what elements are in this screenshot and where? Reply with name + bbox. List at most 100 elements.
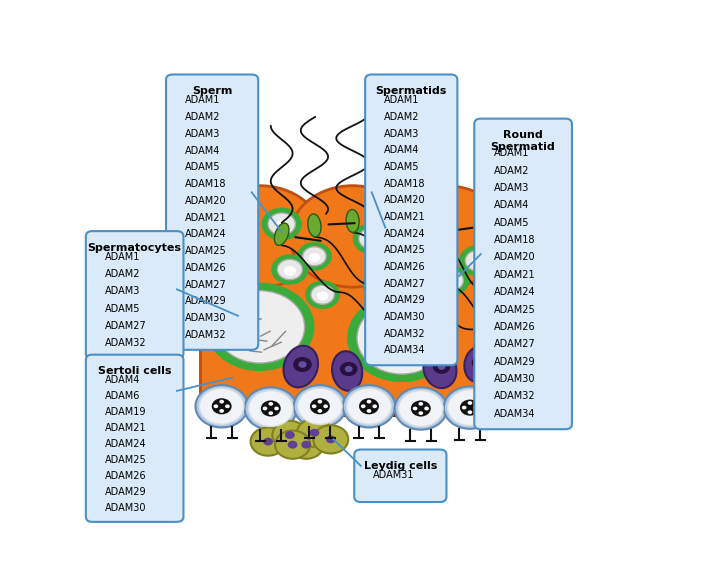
Text: Spermatids: Spermatids xyxy=(375,86,447,96)
Circle shape xyxy=(301,441,311,449)
Circle shape xyxy=(306,281,339,308)
Circle shape xyxy=(411,401,431,417)
Circle shape xyxy=(368,276,391,295)
FancyBboxPatch shape xyxy=(200,237,500,413)
Text: ADAM20: ADAM20 xyxy=(494,253,535,262)
Text: ADAM32: ADAM32 xyxy=(184,330,226,340)
Text: ADAM21: ADAM21 xyxy=(184,213,226,222)
Text: Sertoli cells: Sertoli cells xyxy=(98,366,171,376)
Text: ADAM30: ADAM30 xyxy=(105,503,146,513)
Text: ADAM30: ADAM30 xyxy=(384,312,425,322)
Circle shape xyxy=(445,277,457,287)
Ellipse shape xyxy=(346,210,359,233)
Circle shape xyxy=(434,266,468,295)
Ellipse shape xyxy=(379,214,392,237)
Text: ADAM25: ADAM25 xyxy=(105,455,147,465)
FancyBboxPatch shape xyxy=(354,450,446,502)
Text: ADAM21: ADAM21 xyxy=(384,212,425,222)
Circle shape xyxy=(294,385,346,427)
Ellipse shape xyxy=(290,186,415,287)
Ellipse shape xyxy=(465,347,492,382)
Circle shape xyxy=(467,401,472,405)
Circle shape xyxy=(323,405,328,408)
Circle shape xyxy=(433,360,450,374)
Text: Sperm: Sperm xyxy=(192,86,232,96)
Text: ADAM3: ADAM3 xyxy=(184,129,220,139)
Text: ADAM27: ADAM27 xyxy=(105,321,147,331)
Text: ADAM18: ADAM18 xyxy=(184,179,226,189)
Text: Spermatocytes: Spermatocytes xyxy=(88,242,182,253)
Circle shape xyxy=(289,430,324,459)
Circle shape xyxy=(244,387,297,430)
Text: ADAM4: ADAM4 xyxy=(494,201,529,210)
Circle shape xyxy=(439,270,463,291)
FancyBboxPatch shape xyxy=(86,231,184,359)
FancyBboxPatch shape xyxy=(86,355,184,522)
Text: ADAM31: ADAM31 xyxy=(372,470,414,480)
Circle shape xyxy=(298,243,331,269)
Circle shape xyxy=(359,398,379,414)
Circle shape xyxy=(317,291,328,301)
Bar xyxy=(200,406,500,411)
Circle shape xyxy=(462,406,467,410)
Circle shape xyxy=(275,220,289,231)
Circle shape xyxy=(318,409,322,413)
Circle shape xyxy=(272,421,308,449)
Text: ADAM3: ADAM3 xyxy=(494,183,529,193)
Ellipse shape xyxy=(275,223,289,245)
Circle shape xyxy=(465,250,491,271)
Circle shape xyxy=(288,441,298,449)
Text: ADAM18: ADAM18 xyxy=(384,179,425,189)
Text: ADAM27: ADAM27 xyxy=(184,280,226,290)
Circle shape xyxy=(413,227,451,258)
Text: ADAM32: ADAM32 xyxy=(105,338,146,348)
Circle shape xyxy=(313,425,348,453)
Ellipse shape xyxy=(332,351,363,391)
Circle shape xyxy=(418,402,423,406)
Text: ADAM2: ADAM2 xyxy=(105,269,141,279)
Circle shape xyxy=(347,294,456,382)
Text: ADAM24: ADAM24 xyxy=(184,229,226,240)
Text: ADAM24: ADAM24 xyxy=(105,439,146,449)
Circle shape xyxy=(476,360,483,366)
Circle shape xyxy=(212,398,232,414)
Circle shape xyxy=(274,407,279,410)
Ellipse shape xyxy=(427,223,442,245)
Text: ADAM26: ADAM26 xyxy=(494,322,535,332)
Circle shape xyxy=(367,400,371,403)
Circle shape xyxy=(438,364,446,370)
Text: ADAM4: ADAM4 xyxy=(184,146,220,155)
Circle shape xyxy=(347,388,391,424)
Text: ADAM20: ADAM20 xyxy=(184,196,226,206)
Text: ADAM29: ADAM29 xyxy=(384,296,425,305)
Text: ADAM21: ADAM21 xyxy=(494,270,535,280)
Ellipse shape xyxy=(284,346,318,387)
Circle shape xyxy=(425,407,429,410)
Circle shape xyxy=(345,366,353,372)
FancyBboxPatch shape xyxy=(365,74,458,365)
Text: ADAM29: ADAM29 xyxy=(105,487,146,497)
Text: ADAM25: ADAM25 xyxy=(184,246,226,256)
Circle shape xyxy=(418,411,423,415)
Circle shape xyxy=(298,388,342,424)
Text: ADAM20: ADAM20 xyxy=(384,195,425,205)
Ellipse shape xyxy=(423,350,456,388)
Text: ADAM3: ADAM3 xyxy=(105,286,140,296)
Circle shape xyxy=(249,390,293,426)
Circle shape xyxy=(425,239,439,250)
Text: ADAM26: ADAM26 xyxy=(184,263,226,273)
Text: ADAM30: ADAM30 xyxy=(494,374,535,384)
Text: ADAM29: ADAM29 xyxy=(494,356,535,367)
Circle shape xyxy=(361,405,365,408)
Text: ADAM32: ADAM32 xyxy=(384,329,425,339)
Circle shape xyxy=(372,405,377,408)
Circle shape xyxy=(310,429,320,437)
Text: ADAM3: ADAM3 xyxy=(384,128,419,139)
Circle shape xyxy=(268,411,273,415)
Circle shape xyxy=(199,388,244,424)
Circle shape xyxy=(413,407,417,410)
Circle shape xyxy=(293,357,312,372)
Text: ADAM27: ADAM27 xyxy=(494,339,535,350)
Text: ADAM5: ADAM5 xyxy=(184,162,220,172)
Circle shape xyxy=(284,266,296,276)
